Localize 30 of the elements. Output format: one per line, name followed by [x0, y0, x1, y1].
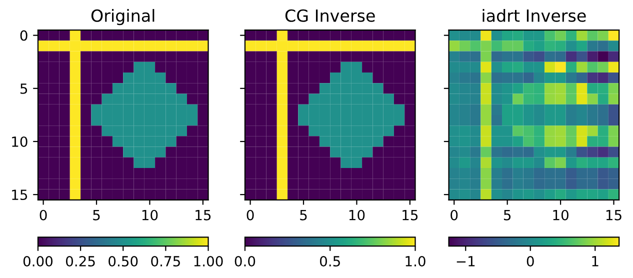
color-bar-label: 0	[526, 256, 534, 267]
color-bar-label: 0.00	[23, 256, 53, 267]
color-bar-label: 0.25	[66, 256, 95, 267]
x-tick-label: 0	[450, 210, 458, 220]
x-tick-label: 15	[606, 210, 622, 220]
color-bar-label: 0.0	[234, 256, 256, 267]
x-tick-label: 10	[553, 210, 568, 220]
chart-title: Original	[91, 9, 154, 26]
y-tick-label: 0	[20, 30, 28, 41]
x-tick-label: 5	[504, 210, 511, 220]
x-tick-label: 15	[196, 210, 211, 220]
x-tick-label: 0	[246, 210, 254, 220]
color-bar-label: 0.75	[151, 256, 180, 267]
x-tick-label: 10	[349, 210, 365, 220]
y-tick-label: 10	[12, 136, 28, 147]
color-bar-label: 0.5	[320, 256, 340, 267]
color-bar-label: 0.50	[108, 256, 138, 267]
color-bar-label: 1.00	[194, 256, 223, 267]
chart-title: CG Inverse	[285, 9, 375, 22]
y-tick-label: 15	[12, 190, 28, 200]
color-bar-label: −1	[456, 256, 475, 266]
x-tick-label: 15	[402, 210, 418, 220]
x-tick-label: 5	[93, 210, 100, 220]
x-tick-label: 10	[142, 210, 158, 220]
x-tick-label: 0	[40, 210, 47, 220]
x-tick-label: 5	[300, 210, 307, 220]
chart-title: iadrt Inverse	[482, 9, 586, 22]
color-bar-label: 1	[592, 256, 598, 266]
color-bar-label: 1.0	[406, 256, 426, 267]
y-tick-label: 5	[20, 84, 28, 94]
